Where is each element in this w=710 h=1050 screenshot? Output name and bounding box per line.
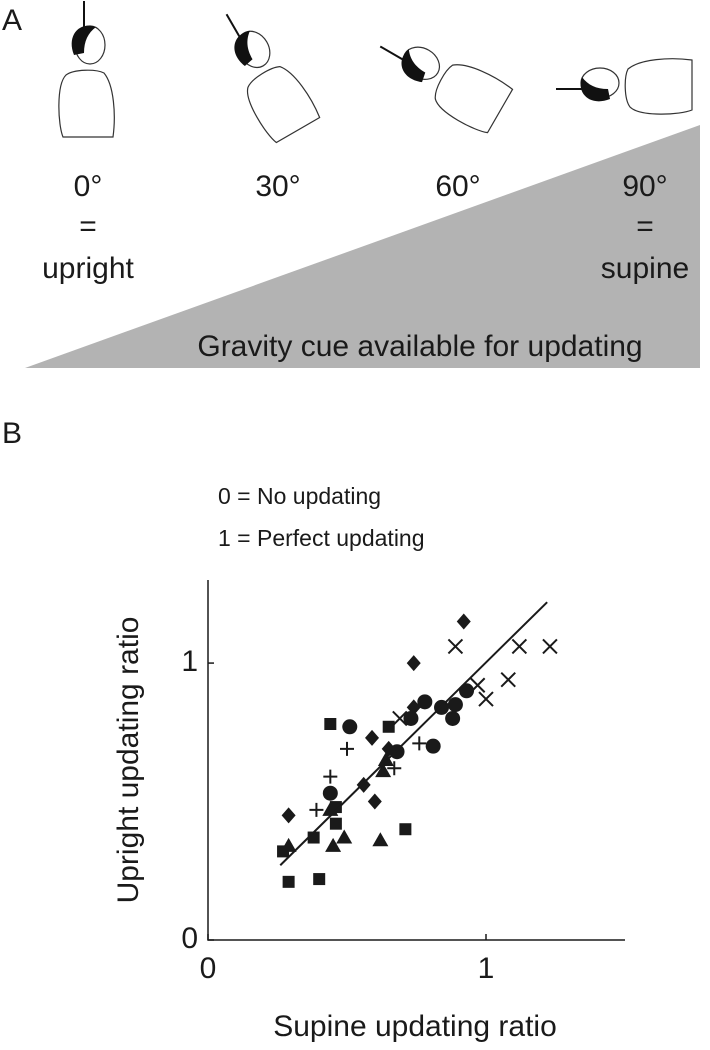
point (325, 837, 342, 852)
point (387, 761, 402, 776)
x-tick-label: 0 (200, 952, 217, 985)
angle-label: 60° (435, 170, 480, 203)
panel-label: A (2, 4, 22, 37)
x-axis-label: Supine updating ratio (273, 1010, 557, 1043)
person (225, 13, 321, 144)
hair (234, 30, 253, 67)
angle-label: 90° (622, 170, 667, 203)
equals: = (636, 210, 654, 243)
point (445, 710, 461, 726)
angle-label: 0° (74, 170, 103, 203)
axes (207, 580, 625, 941)
equals: = (79, 210, 97, 243)
point (542, 638, 558, 655)
torso (434, 64, 514, 134)
point (329, 817, 342, 830)
head-rod (379, 45, 404, 61)
torso (624, 58, 693, 115)
point (323, 769, 338, 784)
point (340, 741, 354, 756)
point (392, 710, 408, 727)
person (58, 1, 115, 138)
point (511, 638, 528, 655)
angle-label: 30° (255, 170, 300, 203)
point (381, 740, 396, 757)
point (459, 683, 475, 699)
point (367, 793, 382, 810)
person (379, 45, 514, 134)
point (447, 697, 463, 713)
point (412, 736, 427, 751)
head-illustrations (58, 1, 693, 144)
point (375, 763, 392, 778)
point (342, 719, 358, 735)
position-name: upright (42, 252, 134, 285)
point (447, 638, 464, 655)
annotation: 1 = Perfect updating (218, 525, 425, 551)
hair (580, 77, 610, 102)
wedge-label: Gravity cue available for updating (197, 330, 642, 363)
point (282, 875, 295, 888)
hair (71, 25, 96, 55)
point (377, 752, 394, 766)
point (372, 832, 389, 847)
point (322, 785, 338, 801)
point (281, 807, 296, 824)
point (478, 691, 494, 707)
point (456, 613, 471, 630)
y-axis-label: Upright updating ratio (112, 617, 145, 904)
point (500, 671, 516, 688)
annotation: 0 = No updating (218, 483, 381, 509)
x-tick-label: 1 (478, 952, 495, 985)
torso (58, 69, 115, 138)
panel-label: B (2, 417, 22, 450)
point (406, 655, 421, 672)
y-tick-label: 1 (181, 645, 198, 678)
point (365, 729, 380, 746)
person (556, 58, 693, 115)
point (280, 837, 297, 852)
point (406, 699, 421, 716)
head-rod (225, 13, 241, 38)
point (425, 738, 441, 754)
point (382, 720, 395, 733)
point (313, 873, 326, 886)
point (324, 718, 337, 730)
point (399, 823, 412, 836)
point (309, 802, 324, 817)
position-name: supine (601, 252, 689, 285)
hair (401, 49, 426, 83)
torso (247, 66, 321, 144)
gravity-wedge (25, 125, 700, 368)
point (469, 677, 486, 693)
point (336, 829, 353, 844)
y-tick-label: 0 (181, 922, 198, 955)
fit-line (279, 601, 548, 866)
point (417, 694, 433, 710)
point (403, 710, 419, 726)
